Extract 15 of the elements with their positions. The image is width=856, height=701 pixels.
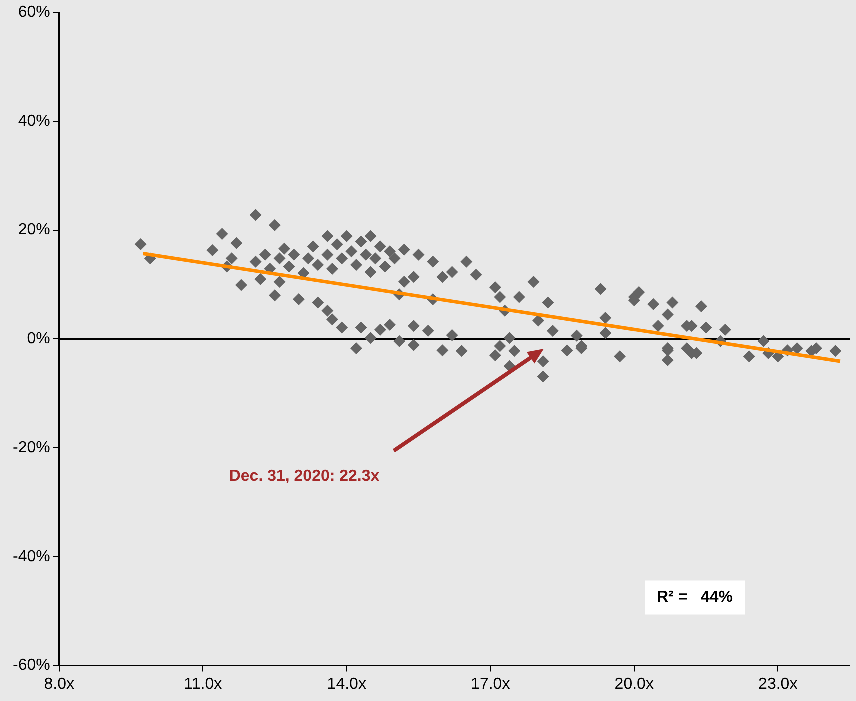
annotation: Dec. 31, 2020: 22.3x	[229, 468, 380, 485]
y-tick-label: 0%	[27, 330, 50, 348]
y-tick-label: -60%	[12, 657, 50, 674]
y-tick-label: 40%	[18, 112, 50, 130]
x-tick-label: 11.0x	[184, 676, 222, 693]
x-tick-label: 14.0x	[327, 676, 366, 693]
x-tick-label: 8.0x	[44, 676, 74, 693]
y-tick-label: -40%	[12, 548, 50, 566]
x-tick-label: 23.0x	[758, 676, 798, 693]
x-tick-label: 17.0x	[471, 676, 510, 693]
y-tick-label: 20%	[18, 222, 50, 239]
y-tick-label: 60%	[18, 4, 50, 22]
y-tick-label: -20%	[12, 439, 50, 456]
annotation: R² = 44%	[657, 589, 734, 606]
x-tick-label: 20.0x	[614, 676, 654, 693]
